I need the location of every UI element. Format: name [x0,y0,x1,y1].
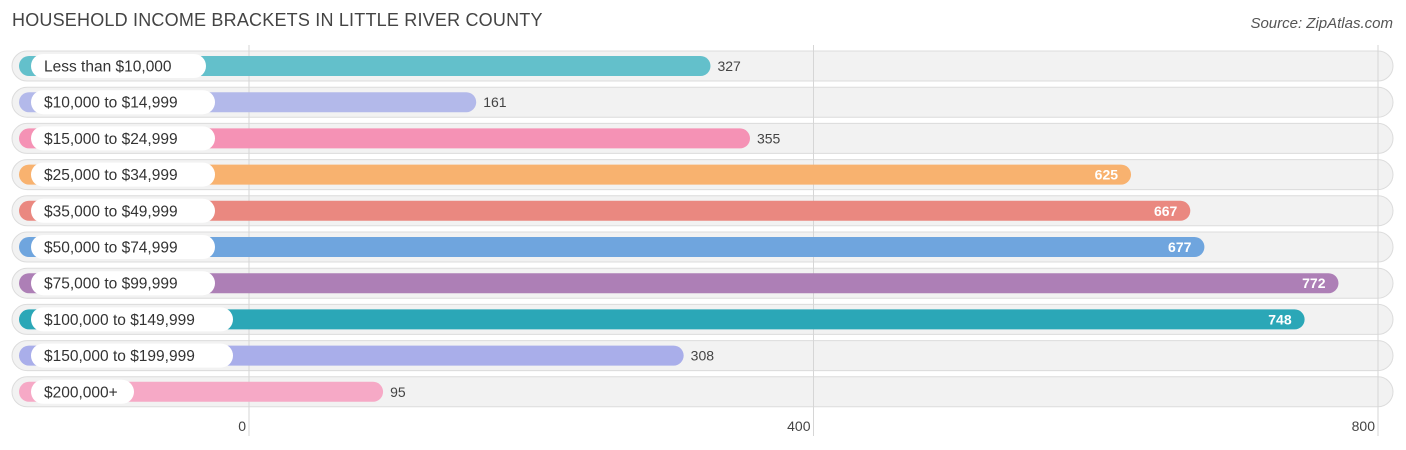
category-label: Less than $10,000 [44,59,172,76]
category-label: $10,000 to $14,999 [44,95,178,112]
bar [19,237,1205,257]
category-label-pill [31,343,233,368]
category-label: $100,000 to $149,999 [44,312,195,329]
value-label: 327 [717,58,741,74]
category-label-pill [31,307,233,332]
category-label-pill [31,126,215,151]
source-label: Source: ZipAtlas.com [1250,15,1393,32]
bar [19,309,1305,330]
x-tick-label: 400 [787,418,811,434]
category-label-pill [31,54,206,78]
category-label: $25,000 to $34,999 [44,167,178,184]
category-label: $35,000 to $49,999 [44,203,178,220]
category-label-pill [31,379,134,404]
value-label: 95 [390,384,406,400]
value-label: 748 [1268,311,1292,327]
value-label: 161 [483,94,507,110]
bar [19,273,1339,294]
value-label: 772 [1302,275,1326,291]
category-label: $15,000 to $24,999 [44,131,178,148]
category-label-pill [31,90,215,115]
value-label: 355 [757,130,781,146]
category-label: $150,000 to $199,999 [44,348,195,365]
category-label-pill [31,198,215,223]
value-label: 677 [1168,239,1192,255]
category-label: $75,000 to $99,999 [44,276,178,293]
category-label-pill [31,162,215,187]
value-label: 308 [691,348,715,364]
category-label: $200,000+ [44,384,118,401]
x-tick-label: 800 [1352,418,1376,434]
x-tick-label: 0 [238,418,246,434]
category-label: $50,000 to $74,999 [44,240,178,257]
bar [19,164,1132,185]
chart-title: HOUSEHOLD INCOME BRACKETS IN LITTLE RIVE… [12,10,543,30]
category-label-pill [31,235,215,259]
category-label-pill [31,271,215,296]
value-label: 625 [1095,167,1119,183]
value-label: 667 [1154,203,1178,219]
bar [19,200,1191,221]
